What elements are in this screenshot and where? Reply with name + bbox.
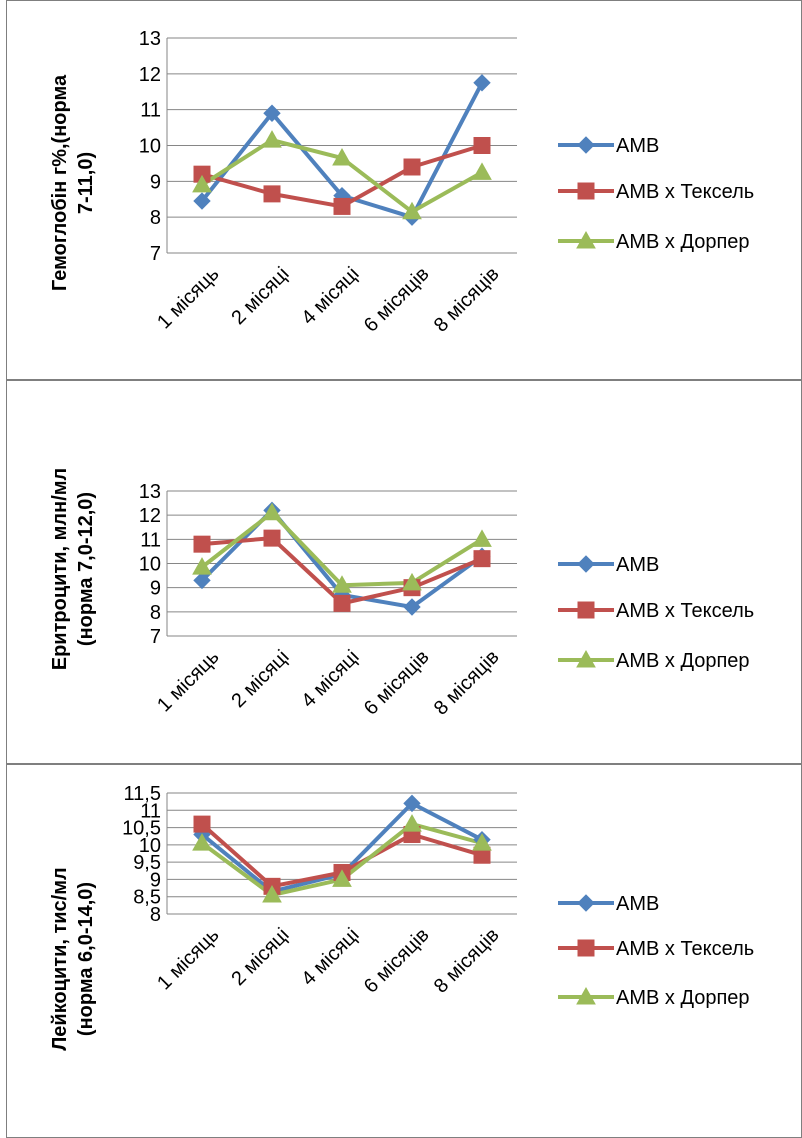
data-point-diamond: [403, 794, 421, 813]
data-point-diamond: [263, 104, 281, 122]
data-point-square: [403, 158, 421, 176]
y-tick-label: 12: [139, 64, 161, 86]
data-point-triangle: [262, 884, 282, 903]
legend-label: АМВ х Дорпер: [616, 987, 750, 1009]
x-tick-label: 8 місяців: [430, 924, 504, 998]
data-point-triangle: [472, 529, 492, 547]
y-tick-label: 8: [150, 207, 161, 229]
legend-marker-triangle: [576, 230, 596, 249]
data-point-square: [473, 137, 491, 154]
legend-marker-square: [577, 601, 595, 619]
y-tick-label: 13: [139, 28, 161, 50]
y-axis-title: Гемоглобін г%,(норма 7-11,0): [49, 74, 97, 291]
data-point-triangle: [332, 575, 352, 593]
legend-marker-triangle: [576, 986, 596, 1005]
x-tick-label: 1 місяць: [153, 646, 223, 716]
y-tick-label: 10: [139, 554, 161, 576]
data-point-square: [263, 185, 281, 203]
y-axis-title: Лейкоцити, тис/мл (норма 6,0-14,0): [49, 867, 97, 1050]
data-point-triangle: [192, 557, 212, 575]
y-tick-label: 10,5: [122, 818, 161, 840]
data-point-diamond: [473, 74, 491, 92]
data-point-triangle: [332, 148, 352, 166]
data-point-triangle: [402, 572, 422, 591]
y-tick-label: 11: [140, 529, 161, 551]
legend-marker-diamond: [577, 136, 595, 154]
y-tick-label: 9: [150, 578, 161, 600]
x-tick-label: 4 місяці: [297, 924, 363, 990]
x-tick-label: 2 місяці: [227, 924, 293, 990]
x-tick-label: 4 місяці: [297, 646, 363, 712]
data-point-triangle: [472, 162, 492, 180]
data-point-triangle: [402, 814, 422, 832]
y-axis-title-line: (норма 6,0-14,0): [75, 882, 97, 1036]
legend-marker-square: [577, 182, 595, 200]
y-axis-title-line: (норма 7,0-12,0): [75, 492, 97, 646]
data-point-diamond: [193, 192, 211, 210]
x-tick-label: 1 місяць: [153, 924, 223, 994]
data-point-square: [263, 529, 281, 547]
y-tick-label: 12: [139, 505, 161, 527]
y-tick-label: 7: [150, 626, 161, 648]
y-axis-title-line: Лейкоцити, тис/мл: [49, 867, 71, 1050]
y-axis-title: Еритроцити, млн/мл (норма 7,0-12,0): [49, 468, 97, 671]
legend-marker-square: [577, 939, 595, 957]
x-tick-label: 4 місяці: [297, 263, 363, 329]
legend-label: АМВ: [616, 135, 659, 157]
y-tick-label: 8: [150, 602, 161, 624]
y-tick-label: 7: [150, 243, 161, 265]
y-axis-title-line: Еритроцити, млн/мл: [49, 468, 71, 671]
y-tick-label: 10: [139, 835, 161, 857]
y-tick-label: 9: [150, 869, 161, 891]
data-point-diamond: [403, 598, 421, 616]
legend-label: АМВ х Дорпер: [616, 650, 750, 672]
data-point-square: [193, 535, 211, 553]
y-axis-title-line: Гемоглобін г%,(норма: [49, 74, 71, 291]
legend-label: АМВ х Дорпер: [616, 231, 750, 253]
data-point-square: [473, 550, 491, 568]
x-tick-label: 2 місяці: [227, 646, 293, 712]
data-point-triangle: [262, 502, 282, 521]
data-point-square: [333, 594, 351, 612]
y-tick-label: 11: [140, 100, 161, 122]
y-tick-label: 10: [139, 136, 161, 158]
data-point-square: [333, 197, 351, 215]
y-tick-label: 9: [150, 171, 161, 193]
x-tick-label: 6 місяців: [360, 646, 434, 720]
legend-marker-diamond: [577, 894, 595, 912]
y-tick-label: 11: [140, 800, 161, 822]
y-tick-label: 9,5: [133, 852, 161, 874]
y-tick-label: 8: [150, 904, 161, 926]
x-tick-label: 8 місяців: [430, 646, 504, 720]
x-tick-label: 6 місяців: [360, 924, 434, 998]
legend-marker-triangle: [576, 649, 596, 668]
x-tick-label: 1 місяць: [153, 263, 223, 333]
data-point-triangle: [262, 130, 282, 148]
y-tick-label: 13: [139, 481, 161, 503]
x-tick-label: 6 місяців: [360, 263, 434, 337]
y-axis-title-line: 7-11,0): [75, 152, 97, 214]
data-point-triangle: [402, 201, 422, 220]
legend-label: АМВ х Тексель: [616, 181, 754, 203]
y-tick-label: 8,5: [133, 887, 161, 909]
legend-label: АМВ: [616, 893, 659, 915]
x-tick-label: 8 місяців: [430, 263, 504, 337]
data-point-diamond: [193, 571, 211, 590]
legend-label: АМВ х Тексель: [616, 600, 754, 622]
data-point-triangle: [192, 174, 212, 193]
x-tick-label: 2 місяці: [227, 263, 293, 329]
y-tick-label: 11,5: [124, 783, 161, 805]
data-point-square: [193, 815, 211, 833]
legend-marker-diamond: [577, 555, 595, 573]
legend-label: АМВ х Тексель: [616, 938, 754, 960]
data-point-triangle: [472, 833, 492, 851]
legend-label: АМВ: [616, 554, 659, 576]
data-point-triangle: [192, 833, 212, 851]
data-point-triangle: [332, 869, 352, 887]
